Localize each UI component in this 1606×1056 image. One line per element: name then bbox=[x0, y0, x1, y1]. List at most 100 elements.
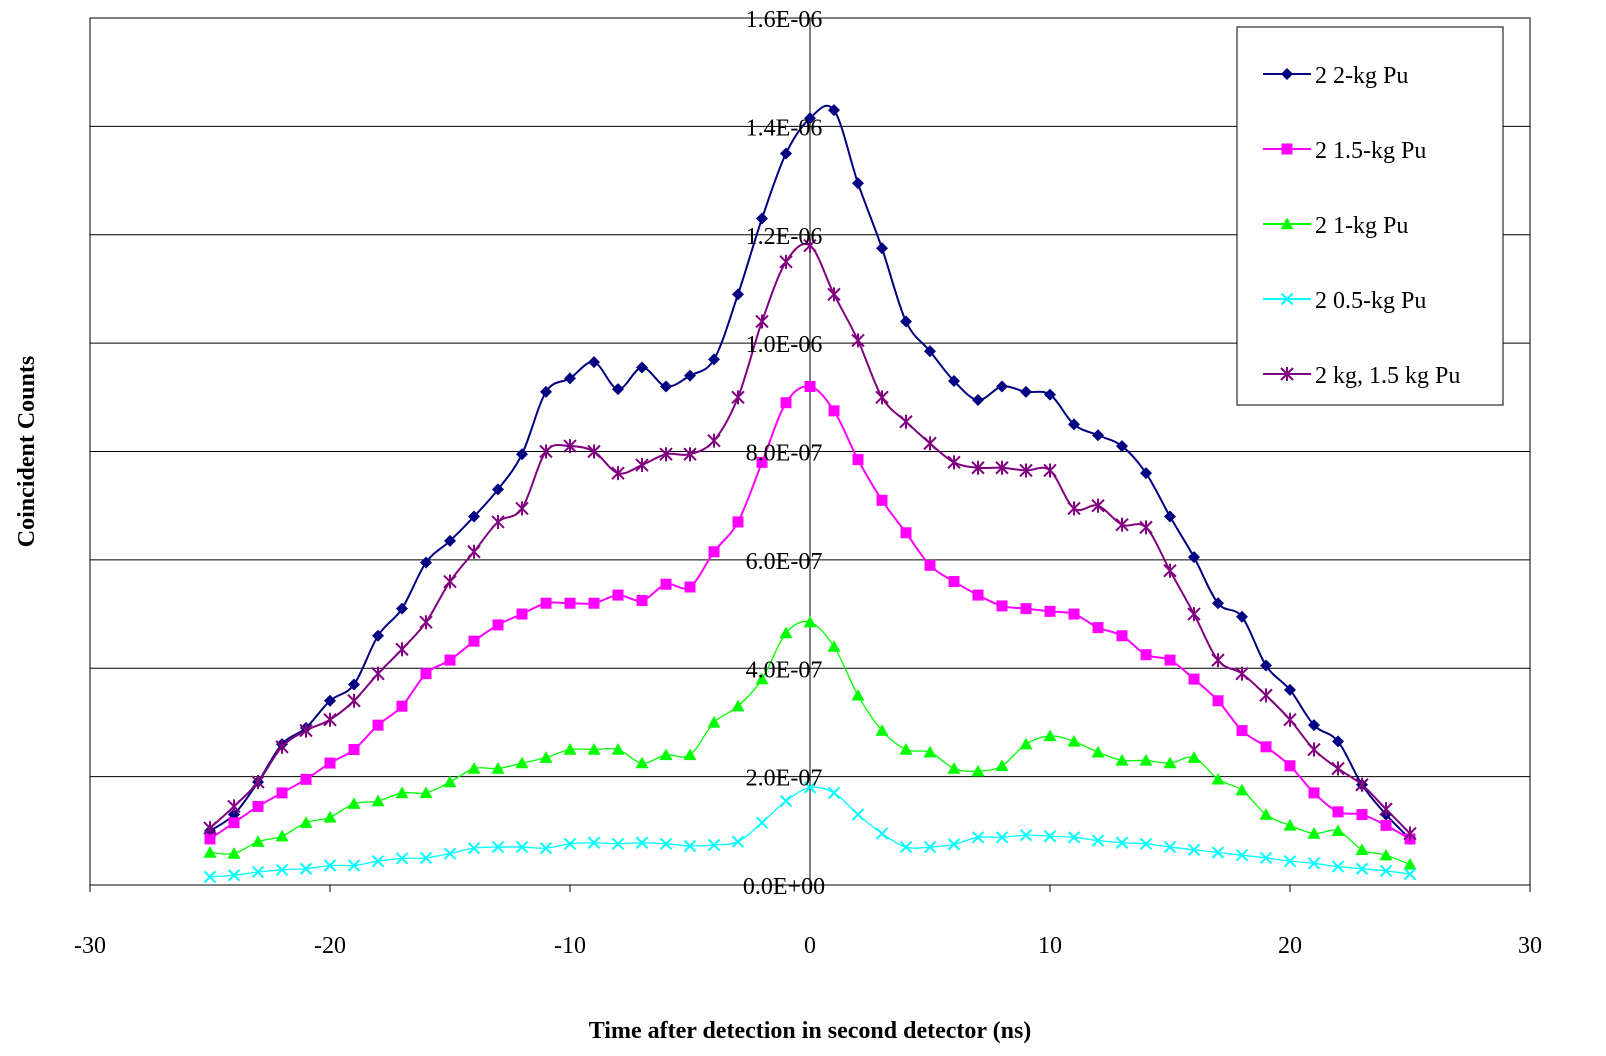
legend-label-2: 2 1-kg Pu bbox=[1315, 213, 1408, 239]
point-4-35 bbox=[1043, 463, 1057, 478]
point-3-47 bbox=[1331, 860, 1345, 873]
point-3-21 bbox=[707, 838, 721, 852]
point-3-4 bbox=[299, 862, 313, 875]
point-1-4 bbox=[300, 773, 312, 785]
point-0-18 bbox=[636, 361, 648, 374]
y-tick-label-3: 6.0E-07 bbox=[746, 549, 823, 575]
x-tick-labels: -30 -20 -10 0 10 20 30 bbox=[74, 933, 1542, 959]
point-0-14 bbox=[540, 385, 552, 398]
legend-label-0: 2 2-kg Pu bbox=[1315, 63, 1408, 89]
point-2-15 bbox=[563, 743, 577, 755]
series-0 bbox=[204, 104, 1416, 845]
point-1-13 bbox=[516, 608, 528, 620]
point-4-15 bbox=[563, 439, 577, 454]
point-4-40 bbox=[1163, 563, 1177, 578]
point-1-3 bbox=[276, 787, 288, 799]
x-tick-label-2: -10 bbox=[554, 933, 586, 959]
point-0-7 bbox=[372, 629, 384, 642]
point-0-26 bbox=[828, 104, 840, 117]
point-3-5 bbox=[323, 859, 337, 872]
x-tick-label-3: 0 bbox=[804, 933, 816, 959]
point-1-34 bbox=[1020, 603, 1032, 615]
point-3-42 bbox=[1211, 846, 1225, 859]
point-0-20 bbox=[684, 369, 696, 382]
point-2-6 bbox=[347, 797, 361, 809]
point-4-26 bbox=[827, 287, 841, 302]
x-tick-label-6: 30 bbox=[1518, 933, 1542, 959]
point-2-45 bbox=[1283, 818, 1297, 831]
point-3-49 bbox=[1379, 864, 1393, 878]
point-2-0 bbox=[203, 845, 217, 858]
legend-label-3: 2 0.5-kg Pu bbox=[1315, 288, 1426, 314]
point-0-42 bbox=[1212, 597, 1224, 610]
point-1-16 bbox=[588, 597, 600, 609]
x-tick-label-4: 10 bbox=[1038, 933, 1062, 959]
point-3-50 bbox=[1403, 867, 1417, 881]
point-1-7 bbox=[372, 719, 384, 731]
point-3-31 bbox=[947, 838, 961, 851]
point-2-36 bbox=[1067, 734, 1081, 747]
legend-marker-1 bbox=[1281, 143, 1293, 155]
point-0-6 bbox=[348, 678, 360, 691]
point-3-34 bbox=[1019, 828, 1033, 842]
point-1-27 bbox=[852, 454, 864, 466]
point-4-42 bbox=[1211, 653, 1225, 668]
point-1-14 bbox=[540, 597, 552, 609]
point-2-29 bbox=[899, 743, 913, 755]
point-4-5 bbox=[323, 712, 337, 727]
point-4-49 bbox=[1379, 802, 1393, 817]
point-2-42 bbox=[1211, 772, 1225, 785]
point-1-5 bbox=[324, 757, 336, 769]
point-2-16 bbox=[587, 743, 601, 755]
y-tick-label-6: 1.2E-06 bbox=[746, 224, 823, 250]
point-4-3 bbox=[275, 739, 289, 754]
point-4-4 bbox=[299, 723, 313, 738]
point-4-47 bbox=[1331, 761, 1345, 776]
point-3-32 bbox=[971, 831, 985, 844]
point-3-40 bbox=[1163, 840, 1177, 854]
point-3-43 bbox=[1235, 848, 1249, 862]
point-2-43 bbox=[1235, 783, 1249, 796]
point-4-6 bbox=[347, 693, 361, 708]
point-4-43 bbox=[1235, 666, 1249, 681]
point-4-30 bbox=[923, 436, 937, 451]
point-1-25 bbox=[804, 380, 816, 392]
legend-marker-3 bbox=[1280, 292, 1294, 306]
point-1-15 bbox=[564, 597, 576, 609]
y-axis-title: Coincident Counts bbox=[14, 356, 40, 547]
point-0-37 bbox=[1092, 429, 1104, 442]
point-3-48 bbox=[1355, 862, 1369, 875]
point-3-14 bbox=[539, 841, 553, 855]
point-3-44 bbox=[1259, 851, 1273, 865]
point-1-11 bbox=[468, 635, 480, 647]
legend-box bbox=[1236, 26, 1504, 406]
point-4-21 bbox=[707, 433, 721, 448]
point-2-21 bbox=[707, 715, 721, 728]
point-3-29 bbox=[899, 840, 913, 854]
point-2-26 bbox=[827, 640, 841, 652]
point-0-31 bbox=[948, 375, 960, 388]
point-3-25 bbox=[803, 781, 817, 794]
point-4-22 bbox=[731, 390, 745, 405]
point-3-15 bbox=[563, 837, 577, 851]
point-1-18 bbox=[636, 595, 648, 607]
point-1-48 bbox=[1356, 809, 1368, 821]
point-3-13 bbox=[515, 840, 529, 854]
point-3-36 bbox=[1067, 831, 1081, 844]
point-4-9 bbox=[419, 615, 433, 630]
point-3-24 bbox=[779, 794, 793, 808]
point-3-22 bbox=[731, 835, 745, 848]
point-0-12 bbox=[492, 483, 504, 496]
point-4-2 bbox=[251, 775, 265, 790]
point-2-46 bbox=[1307, 827, 1321, 839]
point-1-43 bbox=[1236, 725, 1248, 737]
point-1-21 bbox=[708, 546, 720, 558]
point-2-35 bbox=[1043, 729, 1057, 742]
y-tick-label-8: 1.6E-06 bbox=[746, 7, 823, 33]
point-4-17 bbox=[611, 466, 625, 481]
point-2-49 bbox=[1379, 848, 1393, 861]
y-tick-label-0: 0.0E+00 bbox=[743, 874, 825, 900]
point-4-1 bbox=[227, 799, 241, 814]
series-2 bbox=[203, 615, 1417, 870]
